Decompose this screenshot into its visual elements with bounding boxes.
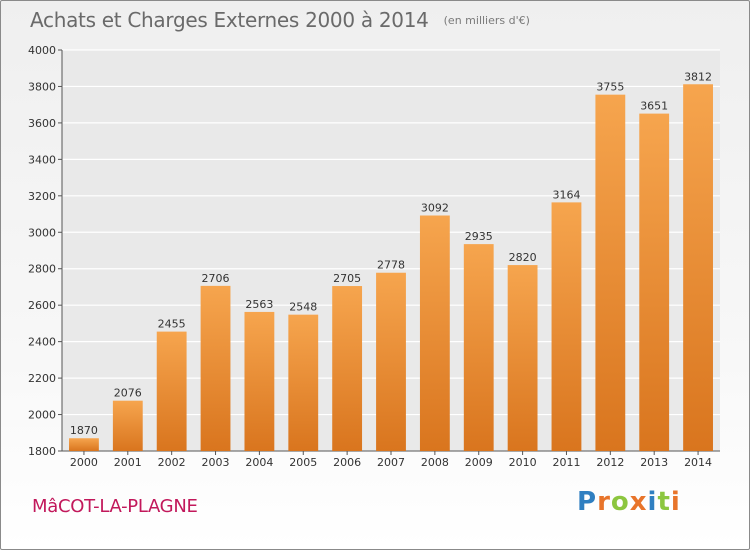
x-tick-label: 2014	[684, 456, 712, 469]
y-tick-label: 3400	[28, 153, 56, 166]
chart-subtitle: (en milliers d'€)	[443, 14, 530, 27]
x-tick-label: 2005	[289, 456, 317, 469]
bar	[683, 84, 713, 451]
data-label: 2820	[509, 251, 537, 264]
y-tick-label: 2200	[28, 372, 56, 385]
x-tick-label: 2007	[377, 456, 405, 469]
x-tick-label: 2013	[640, 456, 668, 469]
bar	[332, 286, 363, 451]
commune-name: MâCOT-LA-PLAGNE	[32, 496, 198, 517]
logo-letter: x	[629, 487, 648, 517]
logo-letter: i	[670, 487, 681, 517]
bar	[419, 215, 450, 451]
y-tick-label: 3600	[28, 117, 56, 130]
data-label: 3092	[421, 202, 449, 215]
bar	[288, 314, 319, 451]
bar	[112, 400, 143, 451]
logo-letter: o	[610, 487, 630, 517]
x-tick-label: 2006	[333, 456, 361, 469]
logo-letter: P	[577, 487, 598, 517]
chart-title: Achats et Charges Externes 2000 à 2014	[30, 8, 429, 32]
data-label: 2705	[333, 272, 361, 285]
x-tick-label: 2002	[158, 456, 186, 469]
y-tick-label: 2000	[28, 409, 56, 422]
data-label: 2455	[158, 318, 186, 331]
bar	[551, 202, 582, 451]
data-labels: 1870 2076 2455 2706 2563 2548 2705 2778 3092 2935…	[70, 70, 712, 437]
data-label: 2706	[202, 272, 230, 285]
x-tick-label: 2008	[421, 456, 449, 469]
tick-labels: 1800 2000 2200 2400 2600 2800 3000 3200 3400 3600…	[28, 44, 712, 469]
bar	[595, 94, 626, 452]
data-label: 2778	[377, 259, 405, 272]
bar	[244, 311, 275, 451]
y-tick-label: 2400	[28, 336, 56, 349]
logo-letter: t	[657, 487, 671, 517]
bar	[507, 265, 538, 451]
data-label: 2935	[465, 230, 493, 243]
x-tick-label: 2009	[465, 456, 493, 469]
y-tick-label: 3200	[28, 190, 56, 203]
title-row: Achats et Charges Externes 2000 à 2014 (…	[30, 8, 530, 32]
x-tick-label: 2004	[245, 456, 273, 469]
data-label: 3651	[640, 100, 668, 113]
logo-letter: i	[647, 487, 658, 517]
logo-letter: r	[597, 487, 611, 517]
x-tick-label: 2001	[114, 456, 142, 469]
bar	[69, 438, 99, 451]
y-tick-label: 4000	[28, 44, 56, 57]
y-tick-label: 2600	[28, 299, 56, 312]
y-tick-label: 2800	[28, 263, 56, 276]
bar	[156, 331, 187, 451]
bar	[463, 244, 494, 451]
y-tick-label: 1800	[28, 445, 56, 458]
x-tick-label: 2010	[509, 456, 537, 469]
x-tick-label: 2003	[202, 456, 230, 469]
x-tick-label: 2012	[596, 456, 624, 469]
bar	[639, 113, 670, 451]
data-label: 2076	[114, 387, 142, 400]
bars	[69, 84, 713, 452]
data-label: 3755	[596, 81, 624, 94]
x-tick-label: 2011	[552, 456, 580, 469]
bar	[200, 285, 231, 451]
bar	[376, 272, 406, 451]
data-label: 2548	[289, 301, 317, 314]
y-tick-label: 3000	[28, 226, 56, 239]
data-label: 2563	[245, 298, 273, 311]
y-tick-label: 3800	[28, 80, 56, 93]
x-tick-label: 2000	[70, 456, 98, 469]
data-label: 3164	[552, 188, 580, 201]
data-label: 1870	[70, 424, 98, 437]
proxiti-logo: Proxiti	[577, 487, 681, 517]
data-label: 3812	[684, 70, 712, 83]
